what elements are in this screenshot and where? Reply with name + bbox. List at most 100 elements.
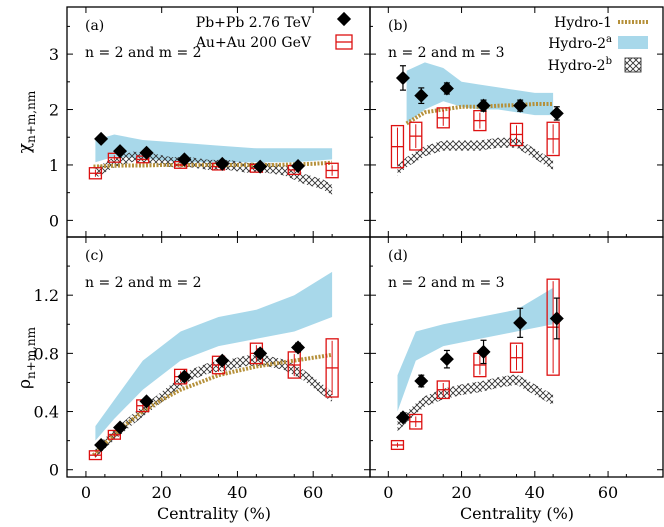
panel-b-data <box>390 62 564 176</box>
pbpb-marker <box>113 420 128 435</box>
pbpb-point-c-1 <box>113 420 128 435</box>
pbpb-marker <box>439 352 454 367</box>
pbpb-point-c-0 <box>94 438 109 452</box>
x-axis-label-left: Centrality (%) <box>157 504 271 523</box>
pbpb-marker <box>439 81 454 96</box>
legend-pbpb: Pb+Pb 2.76 TeV <box>196 11 352 31</box>
legend-hydro2b-swatch <box>624 57 642 73</box>
pbpb-point-b-2 <box>439 81 454 96</box>
pbpb-marker <box>395 70 410 85</box>
hydro1-line-a <box>93 160 333 169</box>
pbpb-marker <box>513 98 528 113</box>
hydro2a-band-c <box>95 271 333 441</box>
rho-axis-label: ρn+m,nm <box>15 326 38 389</box>
legend-hydro2a-swatch <box>618 36 648 49</box>
pbpb-marker <box>215 353 230 368</box>
panel-a-data <box>88 131 339 195</box>
x-tick-label-d-1: 20 <box>451 483 471 502</box>
auau-point-b-5 <box>546 121 560 157</box>
pbpb-marker <box>513 315 528 330</box>
legend-auau-label: Au+Au 200 GeV <box>195 35 312 51</box>
pbpb-point-d-4 <box>513 307 528 338</box>
x-tick-label-c-3: 60 <box>303 483 323 502</box>
legend-hydro2b-label: Hydro-2b <box>548 56 612 74</box>
legend-hydro1: Hydro-1 <box>554 15 648 31</box>
x-tick-label-d-0: 0 <box>383 483 393 502</box>
pbpb-point-c-4 <box>215 353 230 368</box>
y-tick-label-a-1: 1 <box>49 156 59 175</box>
auau-point-c-0 <box>88 450 103 461</box>
panel-a: 0 1 2 3 (a) n = 2 and m = 2 <box>49 6 371 238</box>
pbpb-marker <box>94 438 109 452</box>
x-tick-label-c-2: 40 <box>227 483 247 502</box>
x-axis-label-right: Centrality (%) <box>460 504 574 523</box>
pbpb-point-b-3 <box>476 98 491 113</box>
auau-point-a-7 <box>325 162 339 179</box>
pbpb-point-d-1 <box>414 374 429 388</box>
pbpb-point-a-0 <box>94 131 109 146</box>
pbpb-point-d-3 <box>476 339 491 365</box>
pbpb-point-b-5 <box>549 106 564 121</box>
auau-point-b-2 <box>436 107 450 129</box>
panel-label-d: (d) <box>388 248 408 264</box>
pbpb-point-b-4 <box>513 98 528 113</box>
legend-hydro1-label: Hydro-1 <box>554 15 612 31</box>
hydro2b-ribbon-d <box>397 374 554 432</box>
y-tick-label-a-2: 2 <box>49 101 59 120</box>
x-tick-label-d-3: 60 <box>598 483 618 502</box>
panel-note-a: n = 2 and m = 2 <box>85 45 202 61</box>
panel-c-data <box>88 271 339 461</box>
auau-point-d-2 <box>436 380 450 400</box>
hydro2b-ribbon-c <box>95 355 333 458</box>
auau-point-b-1 <box>409 121 423 151</box>
auau-point-d-4 <box>509 342 524 373</box>
pbpb-marker <box>94 131 109 146</box>
pbpb-point-a-6 <box>291 159 306 174</box>
pbpb-point-c-6 <box>291 340 306 355</box>
panel-d-data <box>390 278 564 451</box>
legend-pbpb-label: Pb+Pb 2.76 TeV <box>196 15 312 31</box>
pbpb-marker <box>177 152 192 167</box>
panel-note-c: n = 2 and m = 2 <box>85 275 202 291</box>
hydro1-line-c <box>92 352 333 457</box>
x-tick-label-c-0: 0 <box>81 483 91 502</box>
panel-note-d: n = 2 and m = 3 <box>388 275 505 291</box>
y-tick-label-c-3: 1.2 <box>34 286 59 305</box>
pbpb-point-a-4 <box>215 156 230 171</box>
y-tick-label-c-1: 0.4 <box>34 403 59 422</box>
auau-point-c-7 <box>325 338 339 398</box>
auau-point-a-0 <box>88 167 103 180</box>
pbpb-marker <box>253 346 268 361</box>
legend-hydro2a-label: Hydro-2a <box>548 34 612 52</box>
pbpb-marker <box>414 374 429 388</box>
auau-point-c-1 <box>107 429 121 440</box>
pbpb-marker <box>139 145 154 160</box>
y-tick-label-a-0: 0 <box>49 211 59 230</box>
plot-area: 0 1 2 3 (a) n = 2 and m = 2 (b) n = 2 and m = 3… <box>34 6 664 502</box>
auau-point-d-1 <box>409 413 423 430</box>
pbpb-marker <box>549 311 564 326</box>
x-tick-label-c-1: 20 <box>152 483 172 502</box>
auau-point-b-3 <box>473 109 487 132</box>
auau-point-b-0 <box>390 124 405 169</box>
pbpb-marker <box>395 410 410 425</box>
legend-hydro2a: Hydro-2a <box>548 34 648 52</box>
pbpb-point-b-1 <box>414 87 429 105</box>
panel-d: 0 20 40 60 (d) n = 2 and m = 3 <box>369 236 664 502</box>
y-tick-label-c-2: 0.8 <box>34 344 59 363</box>
legend-auau: Au+Au 200 GeV <box>195 34 353 51</box>
auau-point-b-4 <box>509 122 524 147</box>
pbpb-marker <box>177 369 192 384</box>
auau-point-c-6 <box>287 351 301 379</box>
y-tick-label-a-3: 3 <box>49 45 59 64</box>
pbpb-marker <box>139 394 154 409</box>
pbpb-point-c-2 <box>139 394 154 409</box>
panel-note-b: n = 2 and m = 3 <box>388 45 505 61</box>
pbpb-marker <box>549 106 564 121</box>
hydro2b-ribbon-a <box>95 151 333 195</box>
pbpb-marker <box>253 159 268 174</box>
pbpb-point-a-2 <box>139 145 154 160</box>
panel-label-a: (a) <box>85 18 104 34</box>
pbpb-marker <box>476 98 491 113</box>
